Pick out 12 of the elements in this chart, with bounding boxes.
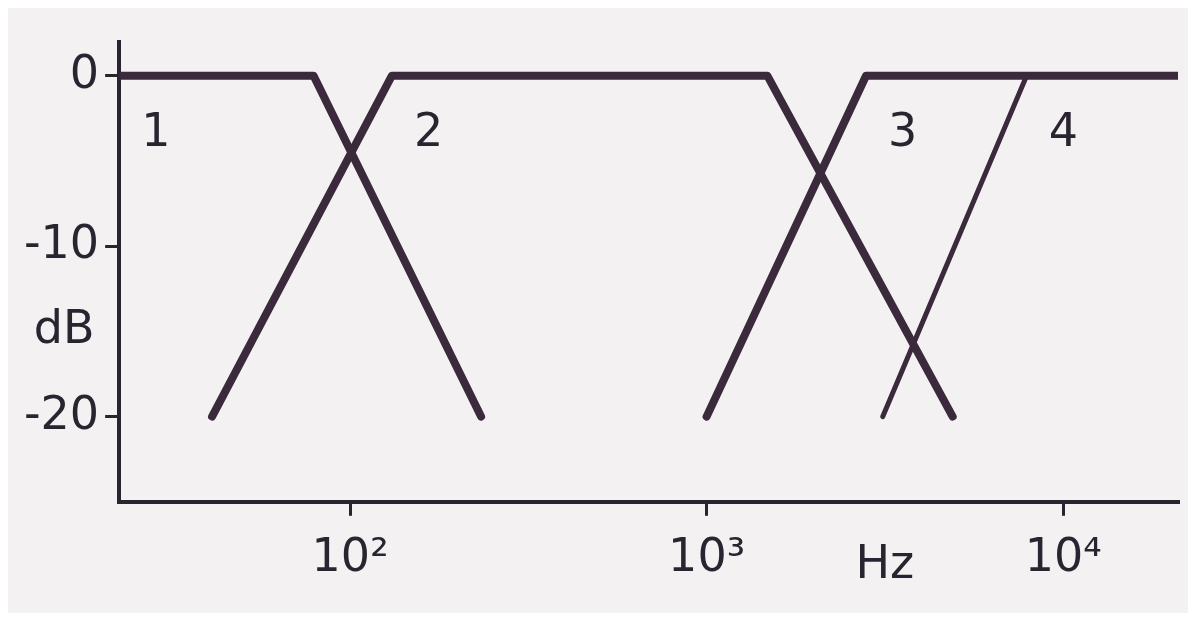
x-axis-title: Hz [855, 534, 915, 589]
y-tick-label: -20 [23, 385, 100, 440]
y-axis-title: dB [33, 300, 95, 355]
x-tick-label: 10² [311, 528, 389, 583]
series-label: 1 [141, 102, 171, 157]
y-tick-label: 0 [69, 44, 100, 99]
x-tick-label: 10⁴ [1024, 528, 1102, 583]
series-label: 4 [1048, 102, 1078, 157]
x-tick-label: 10³ [668, 528, 746, 583]
y-tick-label: -10 [23, 215, 100, 270]
series-label: 3 [888, 102, 918, 157]
series-label: 2 [413, 102, 444, 157]
